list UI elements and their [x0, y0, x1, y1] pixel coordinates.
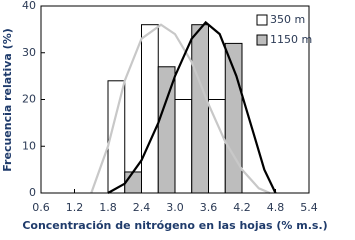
- legend-swatch: [256, 14, 268, 26]
- x-tick-label: 0.6: [32, 201, 50, 214]
- fit-curve: [90, 23, 271, 195]
- x-axis-label: Concentración de nitrógeno en las hojas …: [22, 219, 327, 232]
- y-tick-label: 20: [22, 93, 36, 106]
- bar: [224, 42, 243, 194]
- y-tick-label: 10: [22, 139, 36, 152]
- legend-swatch: [256, 34, 268, 46]
- x-tick-label: 1.8: [99, 201, 117, 214]
- bar: [141, 24, 159, 194]
- y-tick-label: 30: [22, 46, 36, 59]
- x-tick-label: 3.0: [166, 201, 184, 214]
- y-tick-label: 40: [22, 0, 36, 12]
- bar: [124, 171, 142, 194]
- y-tick-label: 0: [29, 186, 36, 199]
- legend-label: 1150 m: [270, 33, 312, 46]
- x-tick-label: 4.8: [267, 201, 285, 214]
- x-tick-label: 4.2: [233, 201, 251, 214]
- fit-curve: [107, 20, 277, 194]
- bar: [174, 99, 193, 194]
- bar: [208, 99, 226, 194]
- y-axis-label: Frecuencia relativa (%): [1, 28, 14, 172]
- x-tick-label: 5.4: [300, 201, 318, 214]
- bar: [191, 24, 209, 194]
- chart: Concentración de nitrógeno en las hojas …: [1, 0, 328, 232]
- x-tick-label: 2.4: [133, 201, 151, 214]
- x-tick-label: 1.2: [66, 201, 84, 214]
- x-tick-label: 3.6: [200, 201, 218, 214]
- legend-label: 350 m: [270, 13, 305, 26]
